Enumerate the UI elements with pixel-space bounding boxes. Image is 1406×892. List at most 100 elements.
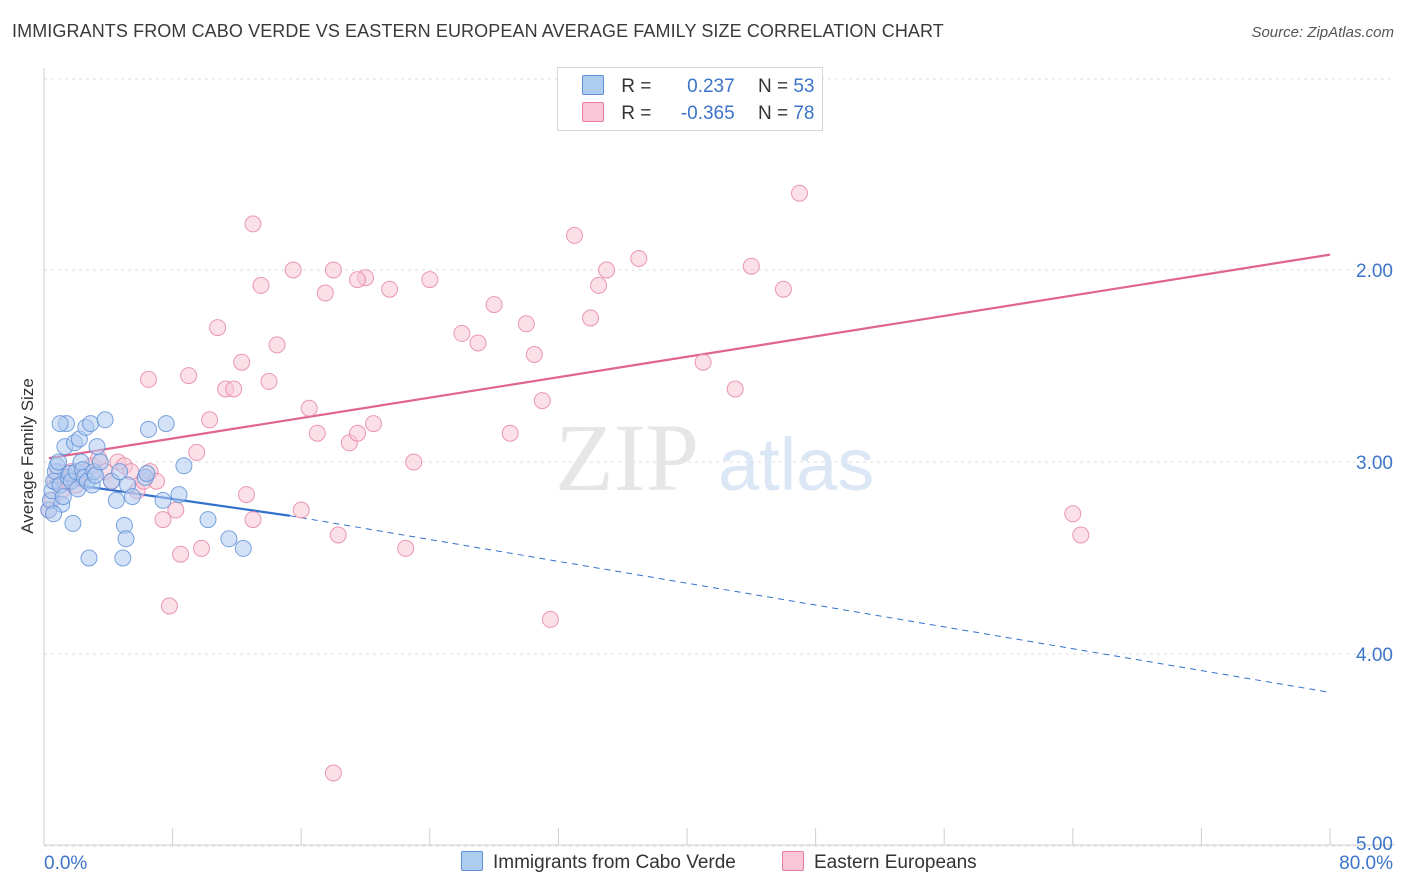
cabo-verde-point [138,465,156,482]
eastern-europeans-point [180,367,198,385]
eastern-europeans-point [225,380,243,398]
eastern-europeans-n-value: 78 [793,103,815,124]
eastern-europeans-point [244,511,262,529]
cabo-verde-point [220,530,238,548]
eastern-europeans-point [308,424,326,442]
y-tick-label: 4.00 [1356,645,1393,666]
legend-row-cabo-verde: R = 0.237 N = 53 [582,75,814,99]
eastern-europeans-point [209,319,227,337]
eastern-europeans-point [349,271,366,289]
r-label: R = [621,76,652,97]
cabo-verde-point [199,511,217,529]
eastern-europeans-point [252,276,270,294]
axes [43,68,1395,846]
cabo-verde-point [107,491,125,509]
cabo-verde-point [88,438,106,456]
cabo-verde-point [91,453,109,471]
eastern-europeans-point [517,315,535,333]
r-label: R = [621,103,652,124]
y-tick-label: 3.00 [1356,453,1393,474]
cabo-verde-point [111,463,129,481]
cabo-verde-point [175,457,193,475]
eastern-europeans-legend-label: Eastern Europeans [814,852,977,873]
cabo-verde-point [64,514,82,532]
y-tick-label: 5.00 [1356,834,1393,855]
eastern-europeans-swatch [782,851,804,871]
eastern-europeans-point [300,399,318,417]
eastern-europeans-point [268,336,286,354]
eastern-europeans-point [630,250,648,267]
cabo-verde-point [170,486,188,504]
eastern-europeans-point [1072,526,1090,544]
cabo-verde-legend-label: Immigrants from Cabo Verde [493,852,736,873]
eastern-europeans-point [774,280,792,298]
eastern-europeans-point [349,424,366,442]
n-label: N = [757,76,789,97]
cabo-verde-swatch [582,75,604,95]
cabo-verde-trend-dashed [289,515,1331,693]
y-tick-label: 2.00 [1356,261,1393,282]
eastern-europeans-point [590,276,608,294]
x-tick-label-max: 80.0% [1339,853,1393,874]
eastern-europeans-point [566,226,583,244]
eastern-europeans-r-value: -0.365 [680,103,735,124]
eastern-europeans-point [260,372,278,390]
eastern-europeans-point [201,411,219,429]
eastern-europeans-point [453,324,471,342]
cabo-verde-point [51,415,69,433]
eastern-europeans-point [533,392,551,410]
cabo-verde-point [123,488,141,506]
cabo-verde-point [54,488,72,506]
cabo-verde-point [96,411,114,429]
cabo-verde-point [234,539,252,557]
eastern-europeans-point [160,597,178,615]
eastern-europeans-point [694,353,712,371]
eastern-europeans-point [284,261,302,279]
eastern-europeans-point [397,539,415,557]
eastern-europeans-point [292,501,310,519]
eastern-europeans-point [140,370,157,388]
eastern-europeans-point [154,511,172,529]
eastern-europeans-point [525,346,543,363]
cabo-verde-point [82,415,100,433]
cabo-verde-point [154,491,172,509]
eastern-europeans-point [233,353,251,371]
eastern-europeans-point [381,280,399,298]
eastern-europeans-point [469,334,487,352]
eastern-europeans-point [238,486,255,504]
eastern-europeans-trend [48,253,1331,460]
n-label: N = [757,103,789,124]
cabo-verde-point [80,549,98,567]
cabo-verde-point [157,415,175,433]
bottom-legend-cabo-verde: Immigrants from Cabo Verde [461,851,736,874]
eastern-europeans-point [172,545,190,563]
eastern-europeans-point [329,526,347,544]
eastern-europeans-point [726,380,744,398]
cabo-verde-point [140,420,157,438]
cabo-verde-point [45,505,63,523]
eastern-europeans-point [582,309,599,327]
tick-labels: 2.00 3.00 4.00 5.00 0.0% 80.0% [44,261,1393,874]
legend-row-eastern-europeans: R = -0.365 N = 78 [582,102,814,126]
eastern-europeans-point [193,539,210,557]
watermark-zip: ZIP [555,404,699,511]
eastern-europeans-point [405,453,423,471]
eastern-europeans-point [541,610,559,628]
cabo-verde-swatch [461,851,483,871]
eastern-europeans-point [316,284,334,302]
bottom-legend-eastern-europeans: Eastern Europeans [782,851,977,874]
eastern-europeans-point [188,443,206,461]
eastern-europeans-point [365,415,382,433]
eastern-europeans-point [742,257,760,275]
eastern-europeans-point [244,215,262,233]
eastern-europeans-point [791,184,808,202]
eastern-europeans-point [324,764,342,782]
chart-title: IMMIGRANTS FROM CABO VERDE VS EASTERN EU… [12,21,944,41]
watermark: ZIP atlas [555,404,874,511]
cabo-verde-r-value: 0.237 [687,76,735,97]
eastern-europeans-point [324,261,342,279]
cabo-verde-point [50,453,67,471]
watermark-atlas: atlas [718,423,874,506]
eastern-europeans-swatch [582,102,604,122]
eastern-europeans-point [1064,505,1082,523]
